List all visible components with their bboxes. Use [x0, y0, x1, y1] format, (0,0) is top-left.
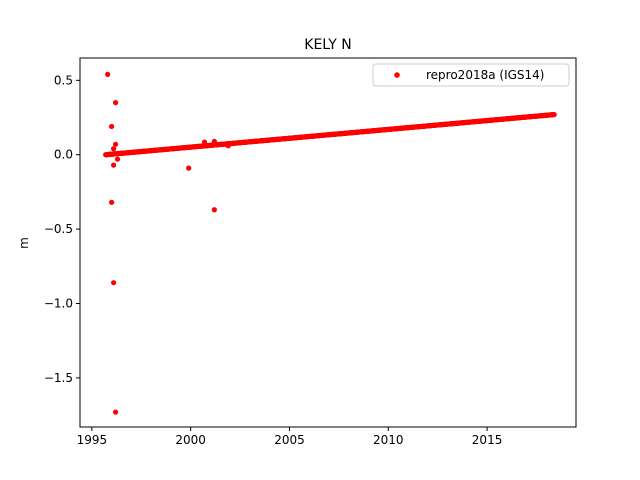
legend-marker	[394, 72, 400, 78]
y-tick-label: 0.0	[54, 148, 73, 162]
x-tick-label: 2010	[373, 433, 404, 447]
y-axis-label: m	[17, 237, 31, 249]
x-tick-label: 2000	[175, 433, 206, 447]
chart-title: KELY N	[304, 37, 351, 53]
data-point	[109, 199, 115, 205]
data-point	[105, 71, 111, 77]
x-tick-label: 2015	[472, 433, 503, 447]
data-point	[211, 207, 217, 213]
data-point	[551, 111, 557, 118]
y-axis-ticks: 0.5 0.0 −0.5 −1.0 −1.5	[44, 73, 80, 385]
legend: repro2018a (IGS14)	[372, 63, 570, 87]
y-tick-label: −0.5	[44, 222, 73, 236]
data-point	[201, 139, 208, 145]
data-point	[112, 409, 119, 415]
plot-area	[80, 58, 576, 427]
plot-frame	[79, 57, 577, 428]
data-point	[225, 143, 231, 149]
data-point	[112, 100, 119, 106]
data-point	[112, 141, 119, 147]
x-axis-ticks: 1995 2000 2005 2010 2015	[77, 427, 503, 447]
data-point	[211, 138, 217, 144]
data-points	[103, 71, 557, 415]
x-tick-label: 1995	[77, 433, 108, 447]
y-tick-label: −1.5	[44, 371, 73, 385]
y-tick-label: −1.0	[44, 297, 73, 311]
legend-label: repro2018a (IGS14)	[426, 68, 544, 82]
data-point	[110, 162, 117, 168]
legend-box	[372, 63, 570, 87]
data-point	[110, 280, 117, 286]
y-tick-label: 0.5	[54, 73, 73, 87]
data-point	[114, 156, 121, 162]
data-point	[109, 123, 115, 130]
data-point	[110, 146, 117, 152]
data-point	[186, 165, 192, 171]
x-tick-label: 2005	[274, 433, 305, 447]
